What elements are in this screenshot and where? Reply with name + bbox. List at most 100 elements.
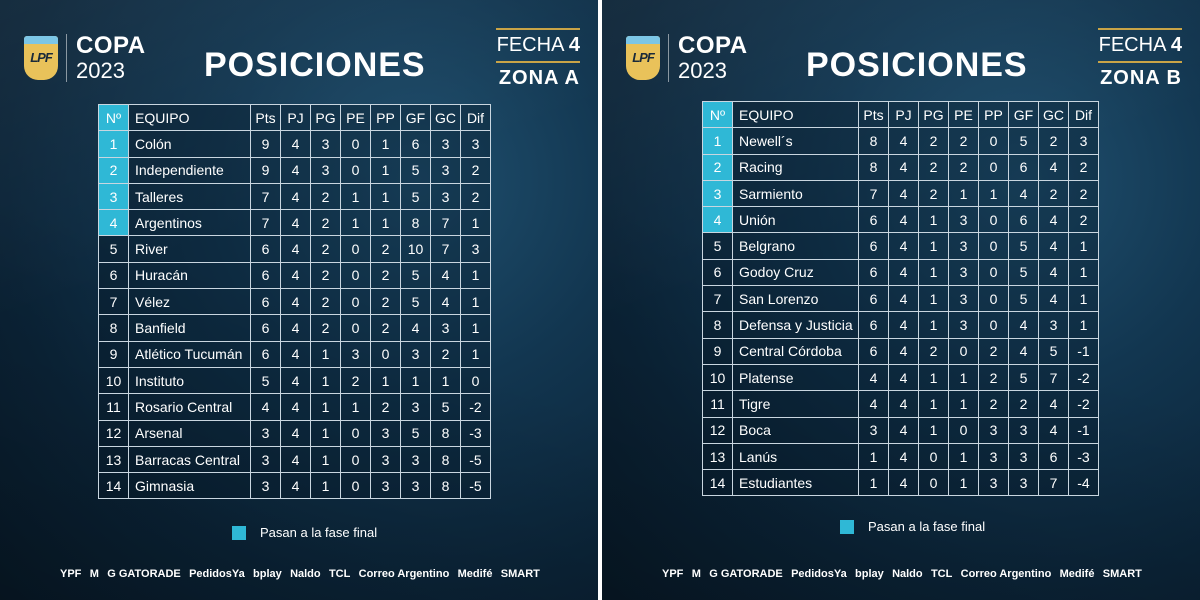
- row-stat: 0: [340, 445, 371, 474]
- row-stat: 2: [1068, 206, 1099, 234]
- table-row: 2 Independiente 9 4 3 0 1 5 3 2: [98, 156, 491, 184]
- row-stat: 3: [978, 442, 1009, 471]
- table-row: 1 Newell´s 8 4 2 2 0 5 2 3: [702, 127, 1099, 155]
- table-row: 5 Belgrano 6 4 1 3 0 5 4 1: [702, 232, 1099, 260]
- table-row: 8 Defensa y Justicia 6 4 1 3 0 4 3 1: [702, 311, 1099, 339]
- row-stat: 2: [1038, 127, 1069, 155]
- row-stat: 6: [858, 285, 889, 313]
- row-stat: -2: [1068, 390, 1099, 418]
- row-stat: 4: [430, 288, 461, 316]
- row-stat: 2: [918, 153, 949, 181]
- table-row: 12 Boca 3 4 1 0 3 3 4 -1: [702, 416, 1099, 444]
- row-stat: 1: [1068, 258, 1099, 287]
- row-position: 1: [98, 130, 129, 158]
- sponsor-logo: Correo Argentino: [358, 568, 450, 580]
- row-stat: 3: [310, 130, 341, 158]
- row-stat: 2: [370, 393, 401, 421]
- row-stat: 1: [948, 390, 979, 418]
- row-stat: 2: [310, 209, 341, 237]
- row-stat: 1: [370, 182, 401, 211]
- row-position: 12: [702, 416, 733, 444]
- row-stat: -3: [1068, 442, 1099, 471]
- row-stat: 4: [888, 153, 919, 181]
- row-team: Huracán: [128, 261, 251, 290]
- row-stat: 3: [1038, 311, 1069, 339]
- row-stat: 7: [858, 179, 889, 208]
- copa-label: COPA: [678, 32, 748, 59]
- row-stat: -2: [1068, 363, 1099, 392]
- table-row: 10 Platense 4 4 1 1 2 5 7 -2: [702, 363, 1099, 392]
- header-stat: GC: [430, 103, 461, 132]
- row-stat: 6: [400, 130, 431, 158]
- row-team: Independiente: [128, 156, 251, 184]
- row-stat: 4: [280, 182, 311, 211]
- row-stat: 3: [1008, 442, 1039, 471]
- row-stat: 0: [918, 469, 949, 497]
- sponsor-logo: Correo Argentino: [960, 568, 1052, 580]
- row-stat: 1: [978, 179, 1009, 208]
- row-stat: 3: [1008, 469, 1039, 497]
- table-row: 5 River 6 4 2 0 2 10 7 3: [98, 235, 491, 263]
- row-stat: 3: [978, 416, 1009, 444]
- row-team: Unión: [732, 206, 859, 234]
- legend-swatch: [232, 525, 246, 540]
- page-title: POSICIONES: [204, 46, 426, 84]
- row-stat: 5: [400, 182, 431, 211]
- zona-a-panel: LPF COPA 2023 POSICIONES FECHA 4 ZONA A …: [0, 0, 598, 600]
- row-stat: 0: [370, 340, 401, 368]
- row-stat: 1: [1068, 232, 1099, 260]
- row-stat: 3: [370, 445, 401, 474]
- header-stat: PE: [948, 100, 979, 129]
- row-team: Newell´s: [732, 127, 859, 155]
- row-stat: 1: [310, 366, 341, 395]
- row-stat: 0: [978, 258, 1009, 287]
- row-stat: 1: [400, 366, 431, 395]
- table-row: 1 Colón 9 4 3 0 1 6 3 3: [98, 130, 491, 158]
- row-stat: 4: [888, 179, 919, 208]
- row-stat: 3: [370, 419, 401, 447]
- row-stat: 3: [948, 285, 979, 313]
- row-team: Lanús: [732, 442, 859, 471]
- row-stat: 1: [310, 340, 341, 368]
- legend-label: Pasan a la fase final: [260, 525, 378, 540]
- header-stat: GC: [1038, 100, 1069, 129]
- row-stat: 5: [400, 261, 431, 290]
- row-stat: -4: [1068, 469, 1099, 497]
- row-stat: 3: [400, 340, 431, 368]
- row-stat: 7: [430, 209, 461, 237]
- row-stat: 2: [1038, 179, 1069, 208]
- row-stat: 5: [1008, 127, 1039, 155]
- row-stat: 3: [370, 472, 401, 500]
- row-stat: 2: [310, 182, 341, 211]
- lpf-logo-text: LPF: [30, 50, 53, 65]
- row-position: 6: [98, 261, 129, 290]
- row-stat: 1: [918, 258, 949, 287]
- row-stat: 4: [1038, 390, 1069, 418]
- row-team: Banfield: [128, 314, 251, 342]
- row-team: Racing: [732, 153, 859, 181]
- row-team: Rosario Central: [128, 393, 251, 421]
- row-stat: 6: [250, 340, 281, 368]
- table-row: 14 Estudiantes 1 4 0 1 3 3 7 -4: [702, 469, 1099, 497]
- row-stat: -2: [460, 393, 491, 421]
- fecha-block: FECHA 4 ZONA A: [496, 28, 580, 90]
- row-position: 11: [98, 393, 129, 421]
- row-stat: 3: [858, 416, 889, 444]
- row-stat: 4: [280, 419, 311, 447]
- row-stat: 4: [430, 261, 461, 290]
- row-stat: 1: [918, 285, 949, 313]
- fecha-number: 4: [568, 34, 580, 56]
- row-stat: 2: [948, 153, 979, 181]
- row-stat: 4: [888, 258, 919, 287]
- row-stat: 1: [460, 288, 491, 316]
- row-stat: 8: [858, 127, 889, 155]
- sponsor-logo: Medifé: [1059, 568, 1095, 580]
- fecha-block: FECHA 4 ZONA B: [1098, 28, 1182, 90]
- legend-swatch: [840, 519, 854, 534]
- row-stat: -1: [1068, 337, 1099, 365]
- row-stat: 4: [280, 235, 311, 263]
- table-row: 6 Huracán 6 4 2 0 2 5 4 1: [98, 261, 491, 290]
- row-stat: 2: [460, 156, 491, 184]
- row-stat: -5: [460, 472, 491, 500]
- table-row: 11 Tigre 4 4 1 1 2 2 4 -2: [702, 390, 1099, 418]
